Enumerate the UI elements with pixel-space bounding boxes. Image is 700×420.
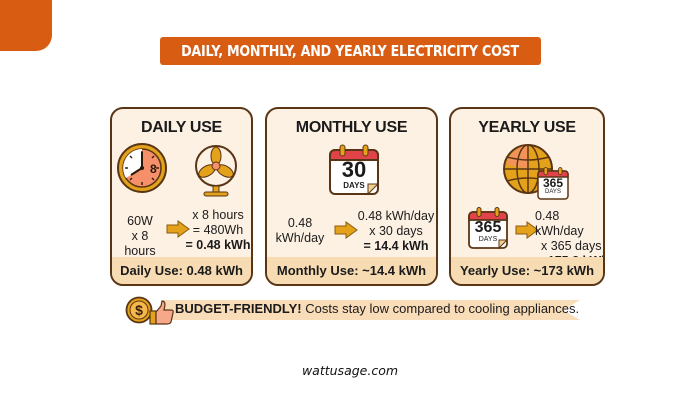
calc-line: 0.48 kWh/day [357,209,435,223]
budget-banner: $ BUDGET-FRIENDLY! Costs stay low compar… [125,296,580,325]
calendar-icon: 365 DAYS [537,167,569,200]
budget-text: BUDGET-FRIENDLY! Costs stay low compared… [175,301,579,316]
thumbs-up-icon [149,300,174,325]
daily-use-card: DAILY USE 8 60W x 8 hours x 8 hours = 48… [110,107,253,286]
calendar-icon: 365 DAYS [468,207,508,249]
monthly-calculation: 0.48 kWh/day x 30 days = 14.4 kWh [355,209,436,254]
calendar-label: DAYS [478,236,498,243]
calendar-label: DAYS [343,181,365,190]
site-watermark: wattusage.com [301,363,399,378]
arrow-right-icon [334,221,358,239]
calc-result: = 14.4 kWh [363,239,429,253]
calendar-label: DAYS [545,189,561,195]
monthly-input: 0.48 kWh/day [271,216,329,246]
banner-ribbon [163,300,580,320]
page-title: DAILY, MONTHLY, AND YEARLY ELECTRICITY C… [160,37,541,65]
arrow-right-icon [515,221,539,239]
daily-calculation: x 8 hours = 480Wh = 0.48 kWh [182,208,251,253]
input-line: 60W [127,214,153,228]
calc-line: = 480Wh [192,223,244,237]
calc-line: 0.48 kWh/day [535,209,584,238]
calc-result: = 0.48 kWh [185,238,251,252]
corner-decoration [0,0,52,51]
svg-text:8: 8 [150,162,157,176]
calendar-icon: 30 DAYS [328,144,380,196]
clock-icon: 8 [117,143,167,193]
page-title-text: DAILY, MONTHLY, AND YEARLY ELECTRICITY C… [181,42,520,60]
calendar-number: 30 [341,157,367,182]
card-heading: DAILY USE [141,119,222,136]
card-footer: Monthly Use: ~14.4 kWh [267,257,436,284]
arrow-right-icon [166,220,190,238]
yearly-use-card: YEARLY USE 365 DAYS 365 DAYS [449,107,605,286]
calendar-number: 365 [542,176,564,190]
calendar-number: 365 [474,219,502,236]
budget-headline: BUDGET-FRIENDLY! [175,301,302,316]
svg-text:$: $ [135,302,143,318]
budget-description: Costs stay low compared to cooling appli… [301,301,580,316]
calc-line: x 30 days [369,224,423,238]
daily-input: 60W x 8 hours [116,214,164,259]
card-heading: YEARLY USE [478,119,576,136]
card-footer: Yearly Use: ~173 kWh [451,257,603,284]
monthly-use-card: MONTHLY USE 30 DAYS 0.48 kWh/day 0.48 kW… [265,107,438,286]
card-heading: MONTHLY USE [295,119,408,136]
calc-line: x 8 hours [192,208,244,222]
dollar-coin-icon: $ [125,296,153,324]
card-footer: Daily Use: 0.48 kWh [112,257,251,284]
input-line: kWh/day [275,231,325,245]
fan-icon [195,145,237,197]
calc-line: x 365 days [541,239,602,253]
input-line: 0.48 [287,216,313,230]
input-line: x 8 hours [124,229,156,258]
